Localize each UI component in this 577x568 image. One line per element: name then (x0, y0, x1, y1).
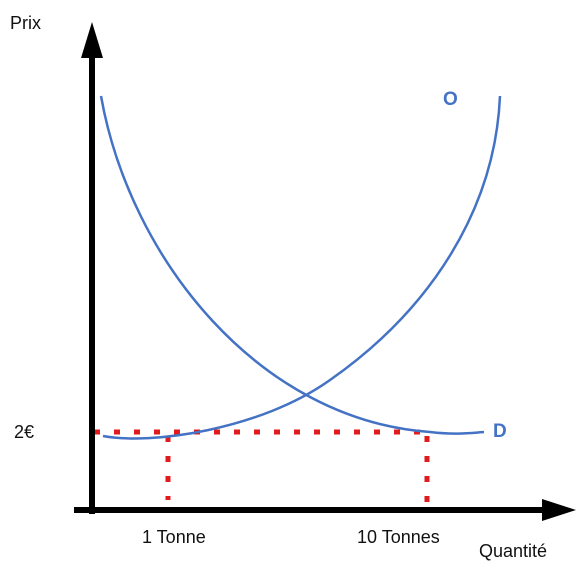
axes (74, 22, 576, 521)
x-tick-label-1-tonne: 1 Tonne (142, 527, 206, 547)
x-axis-label: Quantité (479, 541, 547, 561)
demand-curve (99, 95, 485, 435)
y-axis-arrowhead (81, 22, 103, 58)
x-axis-arrowhead (542, 499, 576, 521)
y-tick-label-2-euro: 2€ (14, 422, 34, 442)
x-tick-label-10-tonnes: 10 Tonnes (357, 527, 440, 547)
y-axis-label: Prix (10, 13, 41, 33)
supply-curve (102, 95, 502, 440)
curves (99, 95, 502, 440)
supply-curve-label: O (443, 89, 458, 110)
reference-lines (94, 429, 430, 510)
demand-curve-label: D (493, 421, 507, 442)
